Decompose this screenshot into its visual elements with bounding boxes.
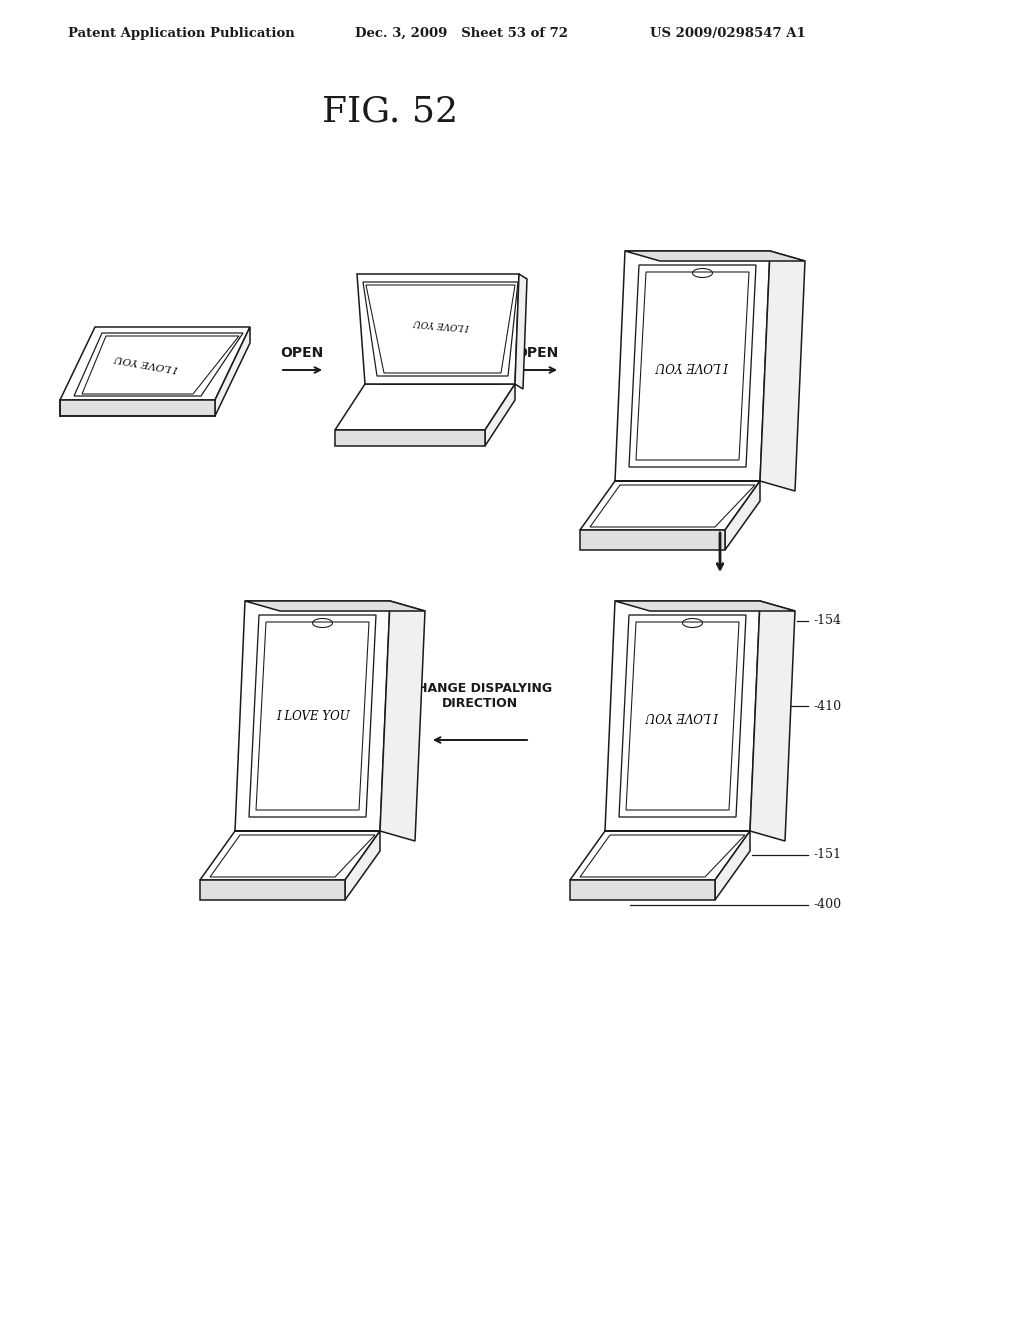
Text: -151: -151 — [813, 849, 841, 862]
Text: FIG. 52: FIG. 52 — [322, 95, 458, 129]
Polygon shape — [357, 275, 519, 384]
Polygon shape — [335, 384, 515, 430]
Polygon shape — [725, 480, 760, 550]
Polygon shape — [760, 251, 805, 491]
Polygon shape — [605, 601, 760, 832]
Text: I LOVE YOU: I LOVE YOU — [646, 710, 719, 722]
Polygon shape — [74, 333, 243, 396]
Polygon shape — [60, 400, 215, 416]
Polygon shape — [590, 484, 755, 527]
Polygon shape — [335, 430, 485, 446]
Polygon shape — [629, 265, 756, 467]
Polygon shape — [570, 832, 750, 880]
Text: OPEN: OPEN — [515, 346, 559, 360]
Polygon shape — [249, 615, 376, 817]
Text: I LOVE YOU: I LOVE YOU — [655, 359, 729, 372]
Polygon shape — [362, 282, 518, 376]
Polygon shape — [82, 337, 239, 393]
Polygon shape — [485, 384, 515, 446]
Polygon shape — [200, 880, 345, 900]
Polygon shape — [256, 622, 369, 810]
Polygon shape — [570, 880, 715, 900]
Text: -400: -400 — [813, 899, 841, 912]
Polygon shape — [345, 832, 380, 900]
Text: OPEN: OPEN — [281, 346, 324, 360]
Polygon shape — [750, 601, 795, 841]
Text: US 2009/0298547 A1: US 2009/0298547 A1 — [650, 26, 806, 40]
Polygon shape — [200, 832, 380, 880]
Polygon shape — [245, 601, 425, 611]
Polygon shape — [60, 327, 250, 400]
Polygon shape — [615, 251, 770, 480]
Polygon shape — [580, 480, 760, 531]
Polygon shape — [615, 601, 795, 611]
Polygon shape — [380, 601, 425, 841]
Polygon shape — [626, 622, 739, 810]
Polygon shape — [618, 615, 746, 817]
Polygon shape — [580, 531, 725, 550]
Text: I LOVE YOU: I LOVE YOU — [413, 317, 470, 331]
Polygon shape — [625, 251, 805, 261]
Polygon shape — [580, 836, 745, 876]
Polygon shape — [515, 275, 527, 389]
Polygon shape — [215, 327, 250, 416]
Text: CHANGE DISPALYING
DIRECTION: CHANGE DISPALYING DIRECTION — [408, 682, 552, 710]
Text: -154: -154 — [813, 615, 841, 627]
Polygon shape — [715, 832, 750, 900]
Text: -410: -410 — [813, 700, 841, 713]
Text: Patent Application Publication: Patent Application Publication — [68, 26, 295, 40]
Text: I LOVE YOU: I LOVE YOU — [114, 352, 180, 374]
Polygon shape — [210, 836, 375, 876]
Text: I LOVE YOU: I LOVE YOU — [275, 710, 349, 722]
Polygon shape — [366, 285, 515, 374]
Text: Dec. 3, 2009   Sheet 53 of 72: Dec. 3, 2009 Sheet 53 of 72 — [355, 26, 568, 40]
Polygon shape — [636, 272, 749, 459]
Polygon shape — [234, 601, 390, 832]
